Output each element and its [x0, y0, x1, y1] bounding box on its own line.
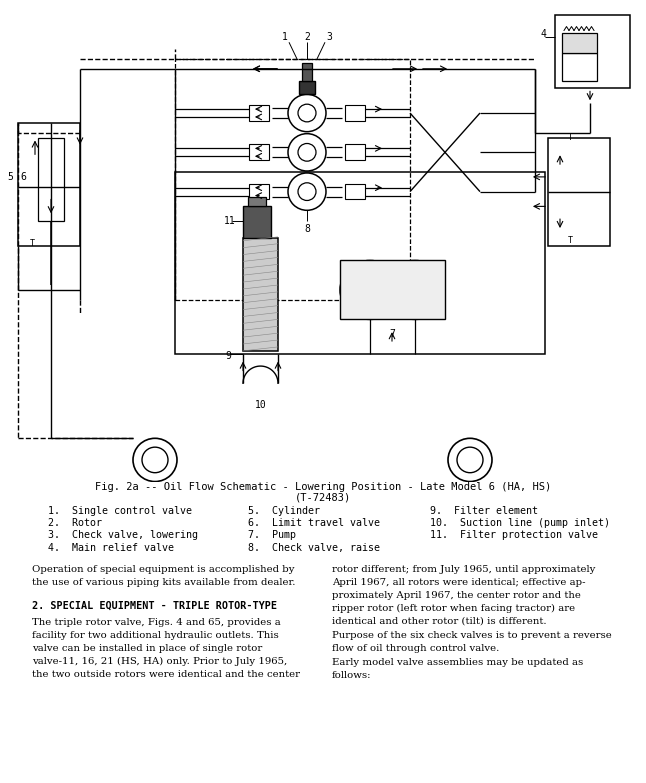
Text: 4.  Main relief valve: 4. Main relief valve [48, 543, 174, 553]
Text: The triple rotor valve, Figs. 4 and 65, provides a
facility for two additional h: The triple rotor valve, Figs. 4 and 65, … [32, 619, 300, 679]
Bar [175, 172, 545, 354]
Bar [345, 105, 365, 121]
Text: T: T [567, 133, 572, 142]
Text: 9.  Filter element: 9. Filter element [430, 506, 538, 515]
Text: T: T [30, 240, 34, 248]
Text: 8: 8 [304, 224, 310, 234]
Bar [243, 207, 271, 238]
Text: Early model valve assemblies may be updated as
follows:: Early model valve assemblies may be upda… [332, 659, 583, 680]
Bar [302, 63, 312, 81]
Bar [18, 123, 80, 246]
Text: Operation of special equipment is accomplished by
the use of various piping kits: Operation of special equipment is accomp… [32, 565, 295, 587]
Text: 3.  Check valve, lowering: 3. Check valve, lowering [48, 530, 198, 540]
Text: 10.  Suction line (pump inlet): 10. Suction line (pump inlet) [430, 518, 610, 528]
Bar [548, 138, 610, 246]
Text: T: T [567, 236, 572, 245]
Bar [249, 144, 269, 161]
Text: 7.  Pump: 7. Pump [248, 530, 296, 540]
Bar [562, 34, 597, 53]
Text: 5.  Cylinder: 5. Cylinder [248, 506, 320, 515]
Text: 3: 3 [326, 32, 332, 42]
Bar [345, 144, 365, 161]
Text: 5: 5 [7, 172, 13, 182]
Text: 11: 11 [224, 216, 236, 226]
Text: 2.  Rotor: 2. Rotor [48, 518, 102, 528]
Text: 1: 1 [282, 32, 288, 42]
Text: 7: 7 [389, 329, 395, 339]
Bar [249, 105, 269, 121]
Bar [340, 261, 445, 319]
Text: Fig. 2a -- Oil Flow Schematic - Lowering Position - Late Model 6 (HA, HS): Fig. 2a -- Oil Flow Schematic - Lowering… [95, 482, 551, 492]
Bar [175, 59, 410, 300]
Text: 9: 9 [225, 351, 231, 361]
Text: 4: 4 [540, 30, 546, 39]
Text: 11.  Filter protection valve: 11. Filter protection valve [430, 530, 598, 540]
Text: Purpose of the six check valves is to prevent a reverse
flow of oil through cont: Purpose of the six check valves is to pr… [332, 631, 612, 653]
Text: 2. SPECIAL EQUIPMENT - TRIPLE ROTOR-TYPE: 2. SPECIAL EQUIPMENT - TRIPLE ROTOR-TYPE [32, 601, 277, 610]
Bar [555, 15, 630, 88]
Bar [299, 81, 315, 94]
Bar [562, 53, 597, 81]
Bar [345, 184, 365, 200]
Bar [38, 138, 64, 221]
Bar [248, 197, 266, 207]
Text: 6: 6 [20, 172, 26, 182]
Text: 10: 10 [255, 400, 267, 410]
Text: 8.  Check valve, raise: 8. Check valve, raise [248, 543, 380, 553]
Bar [243, 238, 278, 351]
Text: rotor different; from July 1965, until approximately
April 1967, all rotors were: rotor different; from July 1965, until a… [332, 565, 596, 626]
Bar [249, 184, 269, 200]
Text: 1.  Single control valve: 1. Single control valve [48, 506, 192, 515]
Text: 2: 2 [304, 32, 310, 42]
Text: 6.  Limit travel valve: 6. Limit travel valve [248, 518, 380, 528]
Text: (T-72483): (T-72483) [295, 493, 351, 503]
